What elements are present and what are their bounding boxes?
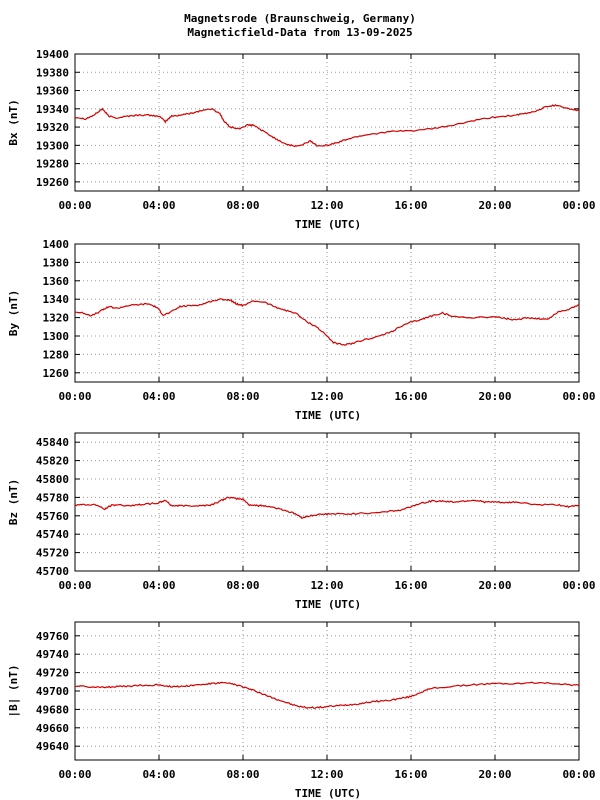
y-tick-label: 19260	[36, 176, 69, 189]
x-tick-label: 16:00	[394, 390, 427, 403]
y-tick-label: 19340	[36, 103, 69, 116]
x-tick-label: 12:00	[310, 390, 343, 403]
y-tick-label: 49760	[36, 630, 69, 643]
y-tick-label: 45740	[36, 528, 69, 541]
x-axis-label: TIME (UTC)	[295, 218, 361, 231]
y-tick-label: 45720	[36, 547, 69, 560]
x-tick-label: 00:00	[562, 390, 595, 403]
y-tick-label: 45760	[36, 510, 69, 523]
x-tick-label: 00:00	[562, 579, 595, 592]
x-tick-label: 00:00	[562, 199, 595, 212]
x-tick-label: 20:00	[478, 579, 511, 592]
x-tick-label: 16:00	[394, 579, 427, 592]
x-tick-label: 20:00	[478, 390, 511, 403]
x-tick-label: 04:00	[142, 579, 175, 592]
x-tick-label: 16:00	[394, 768, 427, 781]
x-tick-label: 20:00	[478, 199, 511, 212]
y-tick-label: 49700	[36, 685, 69, 698]
x-tick-label: 08:00	[226, 199, 259, 212]
plot-frame	[74, 53, 580, 192]
chart-panel-4: 49640 49660 49680 49700 49720 49740 49760 00:00…	[7, 621, 596, 800]
y-tick-label: 45700	[36, 565, 69, 578]
y-axis-label: Bx (nT)	[7, 99, 20, 145]
y-tick-label: 1260	[43, 367, 70, 380]
x-tick-label: 20:00	[478, 768, 511, 781]
y-tick-label: 45820	[36, 455, 69, 468]
y-tick-label: 49680	[36, 703, 69, 716]
x-tick-label: 04:00	[142, 390, 175, 403]
plot-frame	[74, 243, 580, 383]
y-tick-label: 1380	[43, 256, 70, 269]
x-tick-label: 08:00	[226, 768, 259, 781]
y-tick-label: 45800	[36, 473, 69, 486]
y-tick-label: 19300	[36, 139, 69, 152]
y-axis-label: By (nT)	[7, 290, 20, 336]
x-tick-label: 04:00	[142, 768, 175, 781]
x-tick-label: 12:00	[310, 199, 343, 212]
y-tick-label: 45780	[36, 491, 69, 504]
x-tick-label: 16:00	[394, 199, 427, 212]
y-tick-label: 1320	[43, 312, 70, 325]
y-tick-label: 19400	[36, 48, 69, 61]
series-line	[74, 681, 580, 709]
plot-frame	[74, 432, 580, 572]
y-tick-label: 19320	[36, 121, 69, 134]
y-axis-label: Bz (nT)	[7, 479, 20, 525]
x-tick-label: 00:00	[58, 390, 91, 403]
x-tick-label: 00:00	[58, 768, 91, 781]
chart-panel-2: 1260 1280 1300 1320 1340 1360 1380 1400 00:00 04:…	[7, 238, 596, 422]
chart-title: Magnetsrode (Braunschweig, Germany)	[184, 12, 416, 25]
x-tick-label: 08:00	[226, 390, 259, 403]
y-tick-label: 49720	[36, 667, 69, 680]
x-tick-label: 12:00	[310, 768, 343, 781]
series-line	[74, 496, 580, 520]
y-tick-label: 1340	[43, 293, 70, 306]
chart-subtitle: Magneticfield-Data from 13-09-2025	[187, 26, 413, 39]
chart-panel-1: 19260 19280 19300 19320 19340 19360 19380 19400…	[7, 48, 596, 231]
x-axis-label: TIME (UTC)	[295, 598, 361, 611]
x-tick-label: 04:00	[142, 199, 175, 212]
x-tick-label: 00:00	[562, 768, 595, 781]
y-tick-label: 19360	[36, 85, 69, 98]
x-tick-label: 00:00	[58, 579, 91, 592]
y-tick-label: 19380	[36, 66, 69, 79]
y-tick-label: 1360	[43, 275, 70, 288]
y-tick-label: 49660	[36, 722, 69, 735]
series-line	[75, 298, 580, 346]
x-axis-label: TIME (UTC)	[295, 787, 361, 800]
y-tick-label: 1280	[43, 348, 70, 361]
y-tick-label: 45840	[36, 436, 69, 449]
y-tick-label: 1300	[43, 330, 70, 343]
chart-title-block: Magnetsrode (Braunschweig, Germany) Magn…	[0, 12, 600, 40]
y-tick-label: 1400	[43, 238, 70, 251]
plot-frame	[74, 621, 580, 761]
chart-panel-3: 45700 45720 45740 45760 45780 45800 45820 45840…	[7, 432, 596, 611]
y-axis-label: |B| (nT)	[7, 665, 20, 718]
y-tick-label: 19280	[36, 158, 69, 171]
y-tick-label: 49740	[36, 648, 69, 661]
x-tick-label: 08:00	[226, 579, 259, 592]
x-tick-label: 00:00	[58, 199, 91, 212]
x-axis-label: TIME (UTC)	[295, 409, 361, 422]
series-line	[74, 104, 580, 148]
x-tick-label: 12:00	[310, 579, 343, 592]
y-tick-label: 49640	[36, 740, 69, 753]
